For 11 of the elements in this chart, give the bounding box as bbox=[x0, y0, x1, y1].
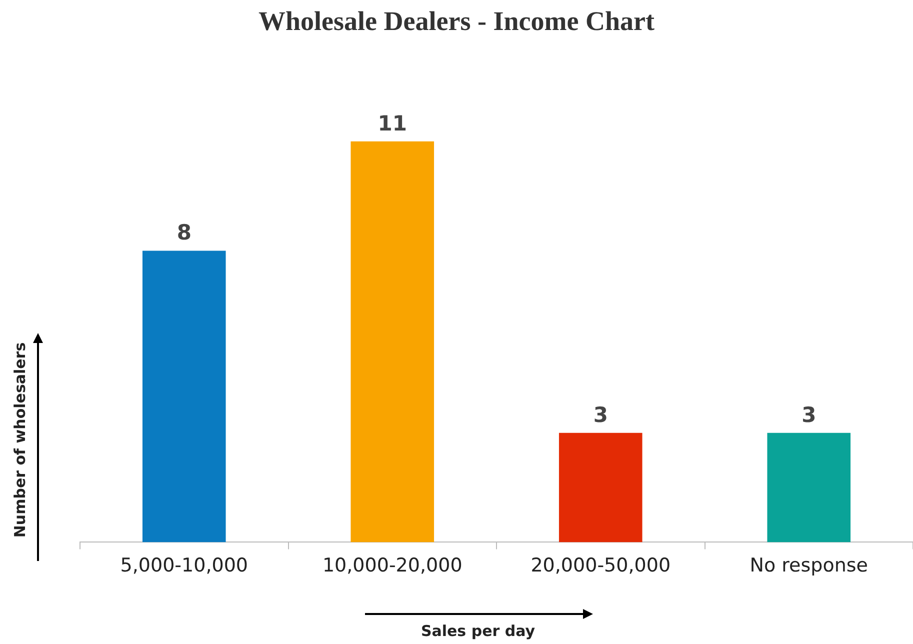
x-tick-label: 10,000-20,000 bbox=[322, 554, 462, 577]
chart-title: Wholesale Dealers - Income Chart bbox=[258, 6, 656, 37]
x-tick-label: 20,000-50,000 bbox=[530, 554, 671, 577]
data-label: 3 bbox=[593, 402, 608, 427]
y-axis-title: Number of wholesalers bbox=[11, 341, 29, 540]
x-tick-label: No response bbox=[750, 554, 868, 577]
x-tick-label: 5,000-10,000 bbox=[120, 554, 248, 577]
data-label: 3 bbox=[802, 402, 816, 427]
data-label: 11 bbox=[378, 111, 407, 136]
x-axis-title: Sales per day bbox=[420, 622, 536, 640]
data-label: 8 bbox=[176, 220, 192, 245]
